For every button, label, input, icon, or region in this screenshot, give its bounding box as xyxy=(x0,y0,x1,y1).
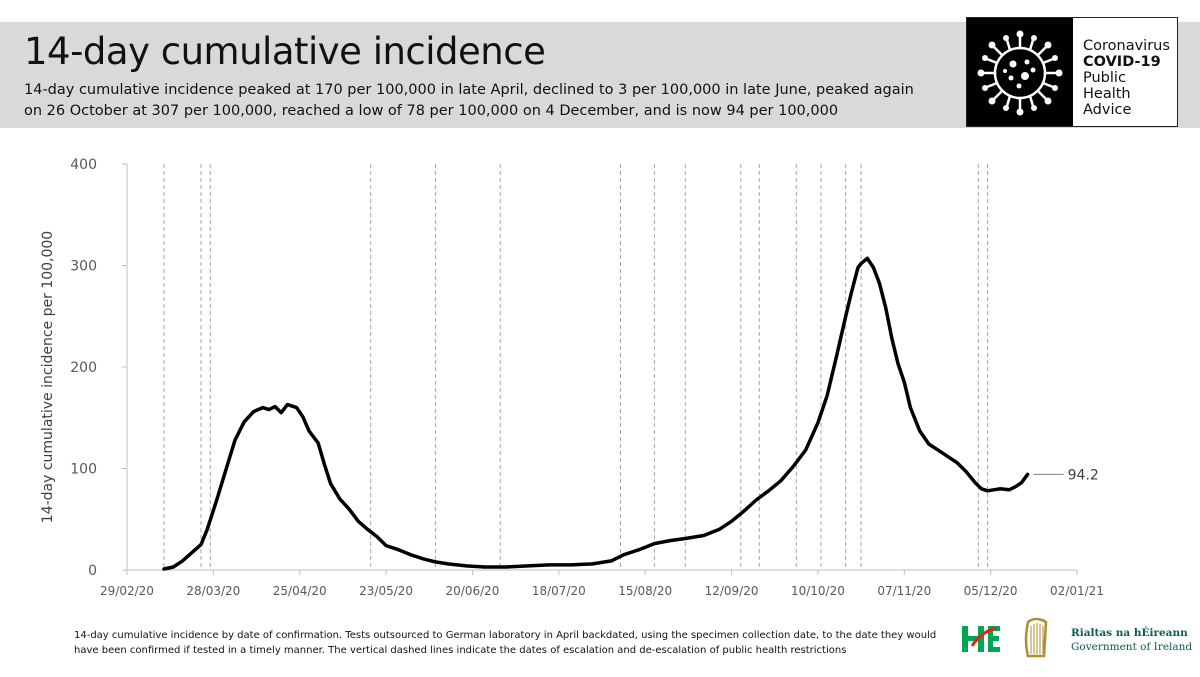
coronavirus-icon xyxy=(967,18,1073,126)
incidence-line-chart: 0 100 200 300 400 29/02/20 28/03/20 25/04/20 23… xyxy=(40,157,1104,598)
y-tick-label: 100 xyxy=(70,462,97,478)
series xyxy=(162,256,1030,571)
y-tick-labels: 0 100 200 300 400 xyxy=(70,157,127,579)
x-tick-label: 10/10/20 xyxy=(791,584,845,598)
x-tick-label: 29/02/20 xyxy=(100,584,154,598)
gov-line-irish: Rialtas na hÉireann xyxy=(1071,627,1188,639)
end-value-label: 94.2 xyxy=(1068,467,1099,483)
covid-brand-box: Coronavirus COVID-19 Public Health Advic… xyxy=(966,17,1178,127)
x-tick-label: 20/06/20 xyxy=(446,584,500,598)
y-tick-label: 300 xyxy=(70,259,97,275)
x-tick-labels: 29/02/20 28/03/20 25/04/20 23/05/20 20/06/20… xyxy=(100,570,1104,598)
x-tick-label: 18/07/20 xyxy=(532,584,586,598)
y-tick-label: 0 xyxy=(88,563,97,579)
x-tick-label: 02/01/21 xyxy=(1050,584,1104,598)
x-tick-label: 23/05/20 xyxy=(359,584,413,598)
harp-emblem-icon xyxy=(1024,617,1048,658)
brand-text: Coronavirus COVID-19 Public Health Advic… xyxy=(1083,38,1177,118)
y-tick-label: 400 xyxy=(70,157,97,173)
brand-line-public-health: Public Health xyxy=(1083,70,1131,102)
page-subtitle: 14-day cumulative incidence peaked at 17… xyxy=(24,82,914,119)
government-of-ireland-text: Rialtas na hÉireann Government of Irelan… xyxy=(1071,626,1192,654)
x-tick-label: 25/04/20 xyxy=(273,584,327,598)
brand-line-coronavirus: Coronavirus xyxy=(1083,38,1170,54)
gov-line-english: Government of Ireland xyxy=(1071,641,1193,653)
x-tick-label: 05/12/20 xyxy=(964,584,1018,598)
x-tick-label: 15/08/20 xyxy=(618,584,672,598)
y-axis-label: 14-day cumulative incidence per 100,000 xyxy=(40,231,56,523)
page-title: 14-day cumulative incidence xyxy=(24,30,546,73)
x-tick-label: 07/11/20 xyxy=(877,584,931,598)
y-tick-label: 200 xyxy=(70,360,97,376)
incidence-series-line xyxy=(162,256,1030,571)
axes xyxy=(126,164,1077,571)
restriction-lines xyxy=(163,164,989,570)
footnote: 14-day cumulative incidence by date of c… xyxy=(74,630,937,656)
hse-logo xyxy=(962,626,1000,652)
brand-line-advice: Advice xyxy=(1083,102,1132,118)
x-tick-label: 12/09/20 xyxy=(705,584,759,598)
brand-line-covid: COVID-19 xyxy=(1083,54,1161,70)
x-tick-label: 28/03/20 xyxy=(186,584,240,598)
